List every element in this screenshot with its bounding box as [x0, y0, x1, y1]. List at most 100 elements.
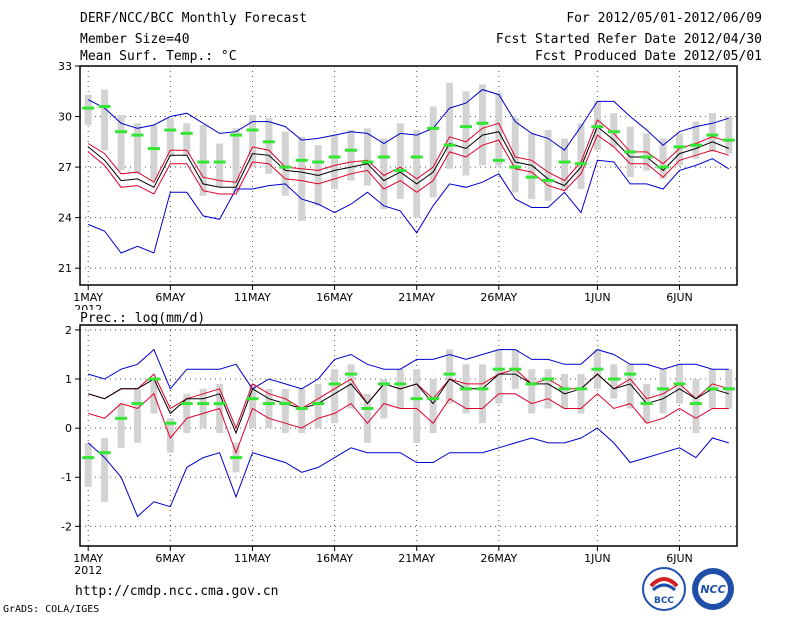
temp-frame	[79, 65, 738, 286]
prec-observation-mark	[722, 387, 735, 391]
temp-range-bar	[133, 123, 141, 174]
website-url[interactable]: http://cmdp.ncc.cma.gov.cn	[75, 584, 279, 599]
chart-title: DERF/NCC/BCC Monthly Forecast	[80, 11, 307, 26]
prec-observation-mark	[164, 421, 177, 425]
temp-range-bar	[101, 89, 109, 151]
temp-range-bar	[166, 118, 174, 157]
prec-ytick-label: -2	[61, 520, 72, 533]
temp-range-bar	[117, 114, 125, 171]
temp-observation-mark	[410, 155, 423, 159]
prec-observation-mark	[492, 367, 505, 371]
temp-observation-mark	[246, 128, 259, 132]
prec-ytick-label: -1	[61, 471, 72, 484]
temp-range-bar	[577, 123, 585, 189]
temp-range-bar	[725, 116, 733, 154]
temp-ensemble-min-line	[88, 158, 730, 254]
prec-range-bar	[692, 379, 700, 434]
prec-frame	[79, 324, 738, 547]
prec-observation-mark	[361, 406, 374, 410]
prec-range-bar	[133, 388, 141, 443]
temp-ytick-label: 27	[58, 161, 72, 174]
prec-observation-mark	[476, 387, 489, 391]
temp-observation-mark	[394, 168, 407, 172]
prec-range-bar	[363, 393, 371, 443]
prec-observation-mark	[131, 402, 144, 406]
temp-range-bar	[183, 123, 191, 156]
prec-range-bar	[347, 364, 355, 409]
bcc-logo: BCC	[642, 567, 686, 611]
prec-observation-mark	[410, 397, 423, 401]
temp-range-bar	[265, 118, 273, 174]
prec-observation-mark	[459, 387, 472, 391]
temp-range-bar	[659, 138, 667, 179]
prec-observation-mark	[98, 451, 111, 455]
prec-range-bar	[413, 369, 421, 443]
prec-observation-mark	[509, 367, 522, 371]
temp-xtick-label: 21MAY	[398, 291, 435, 304]
temp-observation-mark	[295, 158, 308, 162]
ncc-logo-text: NCC	[700, 583, 725, 596]
temp-range-bar	[676, 133, 684, 166]
prec-range-bar	[528, 369, 536, 414]
temp-observation-mark	[443, 143, 456, 147]
prec-observation-mark	[427, 397, 440, 401]
prec-range-bar	[248, 383, 256, 429]
temp-observation-mark	[657, 165, 670, 169]
prec-range-bar	[544, 369, 552, 409]
temp-range-bar	[692, 121, 700, 159]
temp-ytick-label: 30	[58, 111, 72, 124]
temp-xtick-label: 6JUN	[666, 291, 693, 304]
prec-xtick-label: 26MAY	[480, 552, 517, 565]
prec-xtick-label: 16MAY	[316, 552, 353, 565]
temperature-chart: 21 24 27 30 33 1MAY 6MAY 11MAY 16MAY 21MAY 26MAY 1J…	[58, 60, 738, 310]
prec-range-bar	[166, 418, 174, 453]
prec-xtick-label: 21MAY	[398, 552, 435, 565]
temp-observation-mark	[147, 147, 160, 151]
temp-xtick-label: 16MAY	[316, 291, 353, 304]
prec-xtick-label: 6MAY	[155, 552, 185, 565]
prec-range-bar	[495, 349, 503, 404]
temp-ytick-label: 21	[58, 262, 72, 275]
temp-observation-mark	[706, 133, 719, 137]
prec-ensemble-mean-line	[88, 373, 729, 435]
prec-range-bar	[429, 379, 437, 434]
prec-observation-mark	[279, 402, 292, 406]
temp-range-bar	[413, 130, 421, 218]
temp-observation-mark	[230, 133, 243, 137]
temp-range-bar	[708, 113, 716, 152]
prec-observation-mark	[607, 377, 620, 381]
temp-range-bar	[528, 133, 536, 200]
prec-range-bar	[610, 364, 618, 399]
prec-observation-mark	[673, 382, 686, 386]
prec-observation-mark	[640, 402, 653, 406]
prec-observation-mark	[558, 387, 571, 391]
refer-date: Fcst Started Refer Date 2012/04/30	[495, 32, 762, 47]
temp-observation-mark	[345, 148, 358, 152]
prec-ensemble-min-line	[87, 427, 729, 518]
prec-range-bar	[265, 388, 273, 429]
temp-range-bar	[216, 143, 224, 188]
prec-range-bar	[84, 442, 92, 488]
prec-range-bar	[659, 369, 667, 414]
prec-observation-mark	[262, 402, 275, 406]
temp-range-bar	[396, 123, 404, 200]
temp-range-bar	[610, 113, 618, 147]
prec-observation-mark	[345, 372, 358, 376]
temp-ytick-label: 24	[58, 212, 72, 225]
prec-year-label: 2012	[74, 564, 102, 577]
temp-observation-mark	[180, 131, 193, 135]
prec-observation-mark	[525, 382, 538, 386]
temp-observation-mark	[279, 165, 292, 169]
temp-xtick-label: 1JUN	[584, 291, 611, 304]
prec-range-bar	[577, 374, 585, 414]
prec-range-bar	[298, 388, 306, 434]
temp-range-bar	[199, 124, 207, 196]
temp-range-bar	[429, 106, 437, 198]
temp-observation-mark	[722, 138, 735, 142]
temp-observation-mark	[361, 160, 374, 164]
temp-observation-mark	[624, 150, 637, 154]
temp-ensemble-max-line	[87, 89, 729, 151]
prec-observation-mark	[213, 402, 226, 406]
grads-credit: GrADS: COLA/IGES	[3, 604, 100, 615]
temp-range-bar	[478, 84, 486, 166]
